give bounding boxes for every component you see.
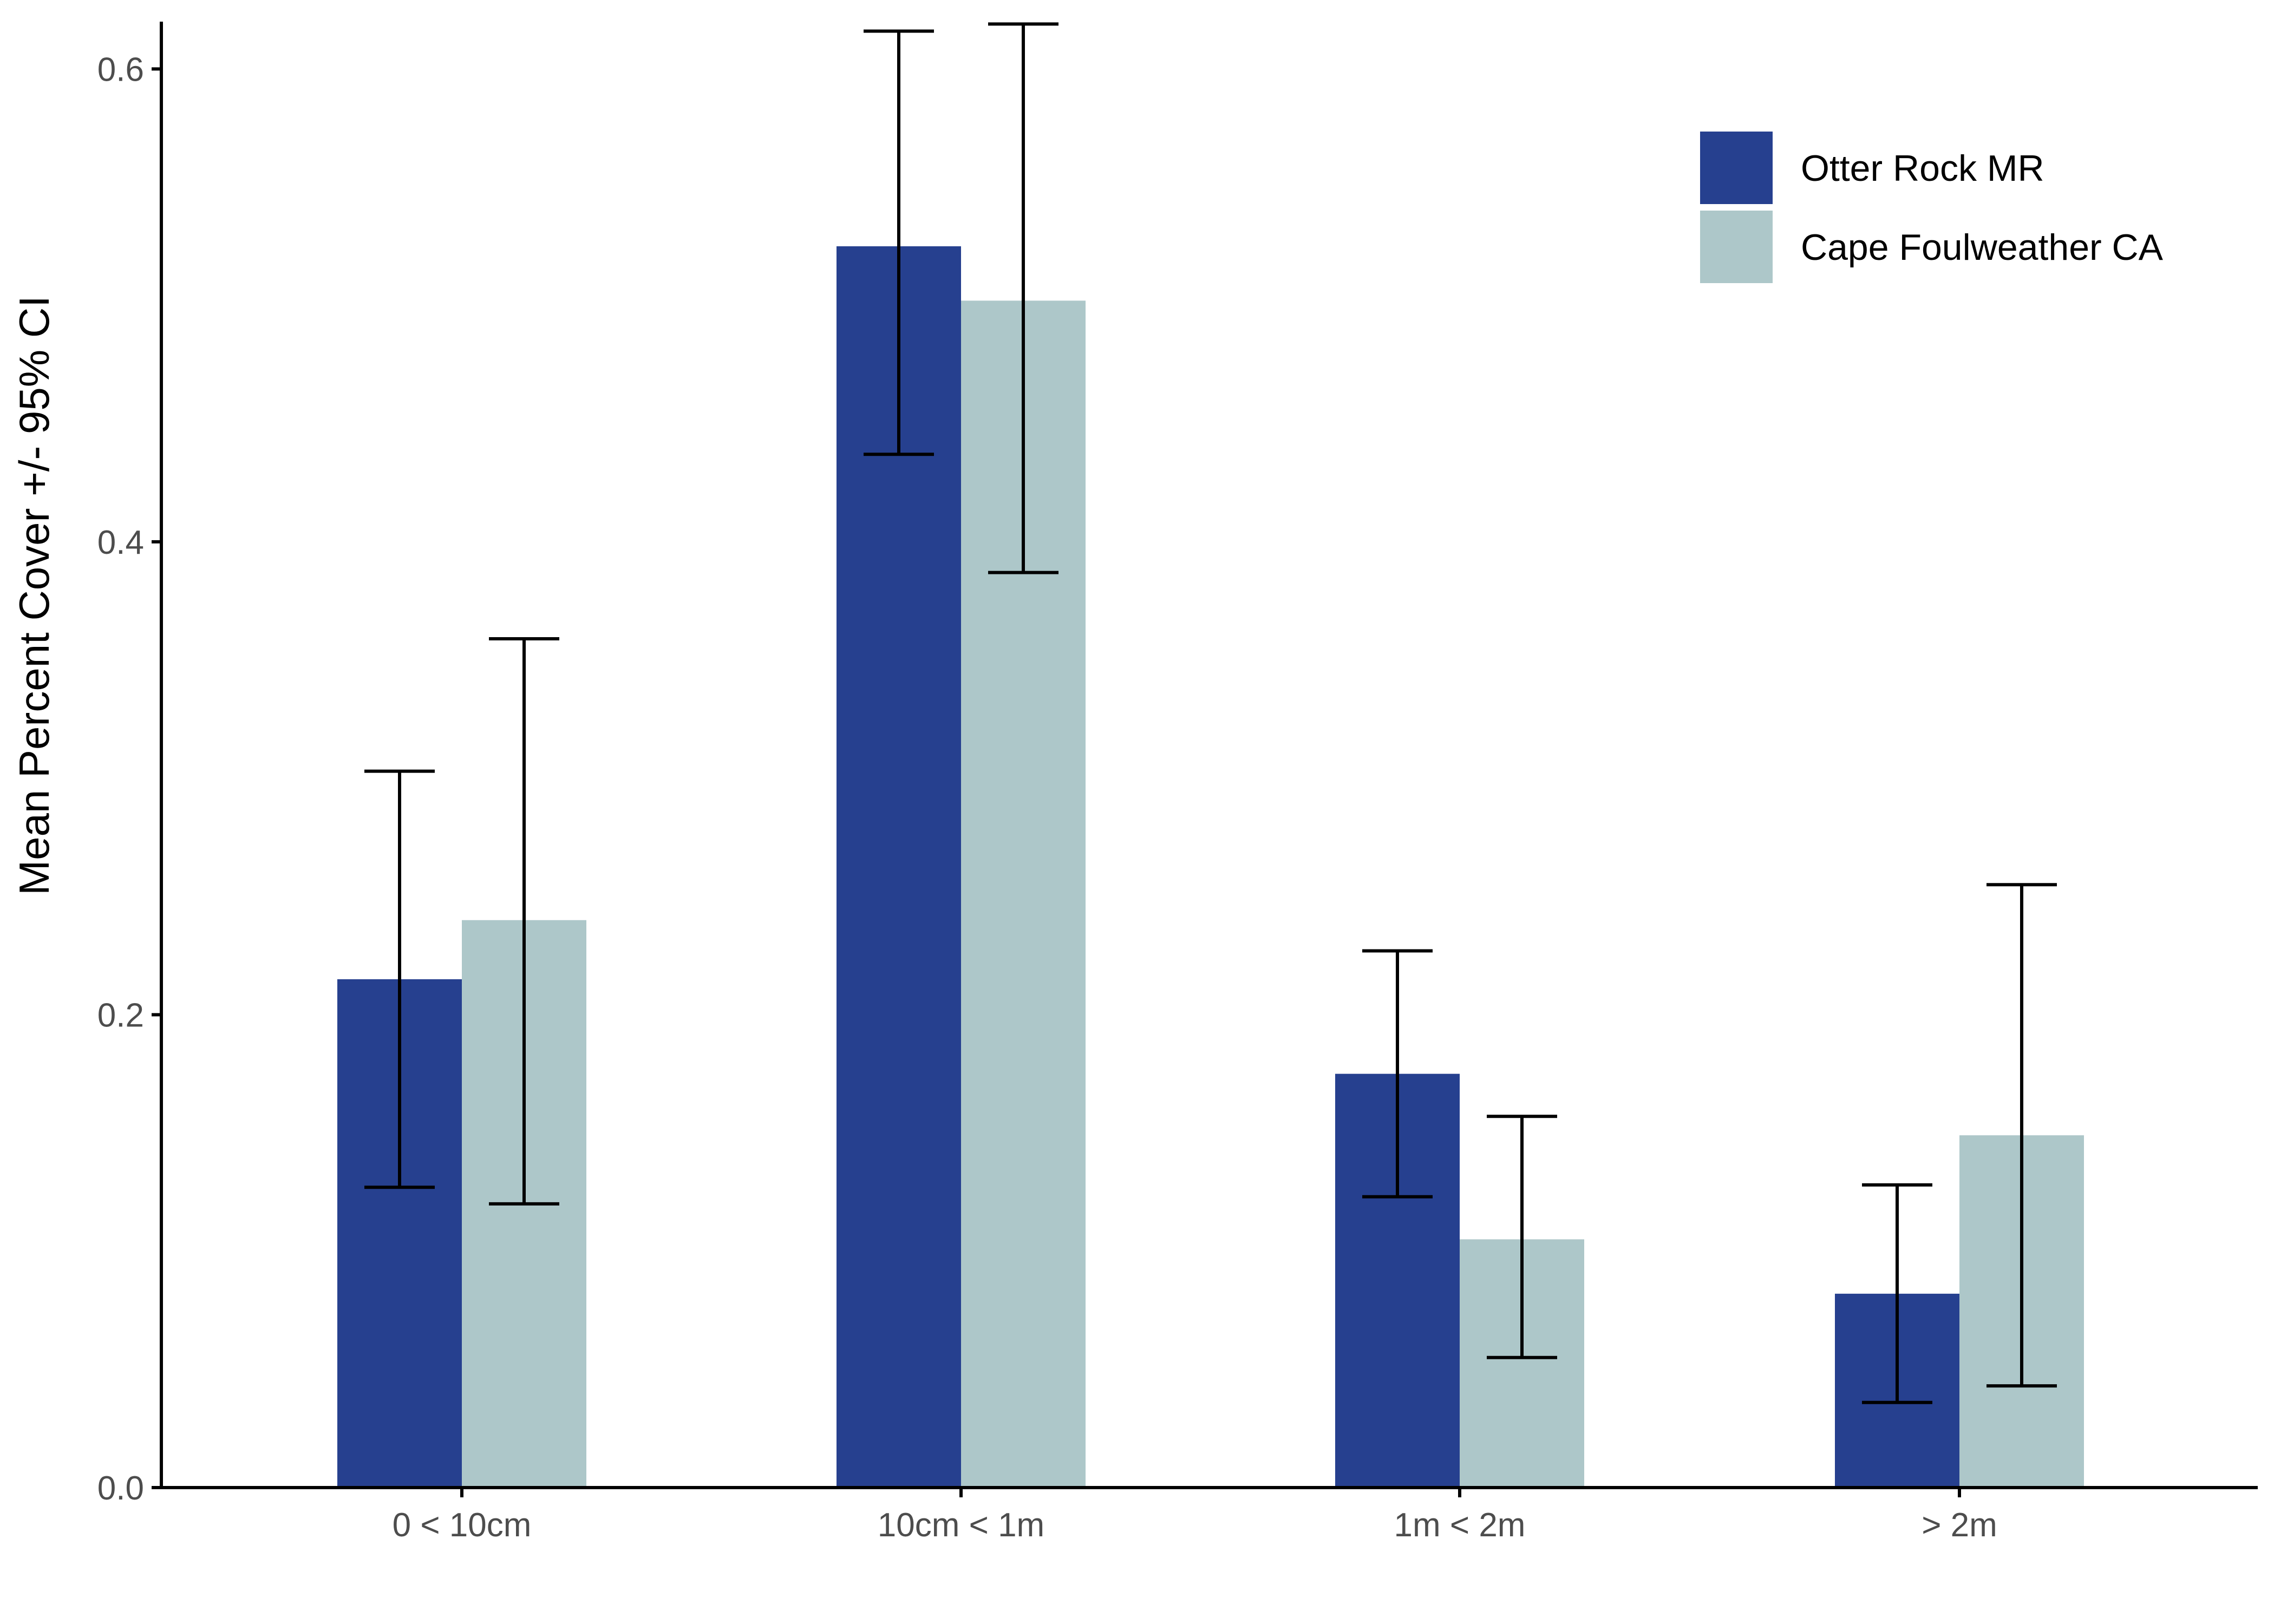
x-tick-label: > 2m [1922,1507,1997,1544]
error-bar-otter-rock-1 [864,29,934,456]
legend-label-otter-rock: Otter Rock MR [1801,148,2044,189]
y-tick-label: 0.4 [97,524,144,561]
error-bar-otter-rock-0 [364,769,435,1189]
x-axis: 0 < 10cm 10cm < 1m 1m < 2m > 2m [160,1486,2258,1544]
error-bar-cape-foulweather-3 [1987,883,2057,1388]
y-tick-label: 0.0 [97,1470,144,1507]
y-tick-label: 0.6 [97,51,144,88]
error-bar-cape-foulweather-2 [1487,1115,1557,1359]
legend-label-cape-foulweather: Cape Foulweather CA [1801,227,2164,268]
legend-key-otter-rock [1700,132,1773,204]
y-tick-label: 0.2 [97,997,144,1034]
plot-area [337,22,2084,1488]
error-bar-otter-rock-2 [1362,949,1433,1199]
error-bar-otter-rock-3 [1862,1183,1932,1404]
error-bar-cape-foulweather-0 [489,637,559,1206]
y-axis: 0.0 0.2 0.4 0.6 [97,22,163,1507]
x-tick-label: 10cm < 1m [878,1507,1044,1544]
x-tick-label: 1m < 2m [1394,1507,1526,1544]
legend-key-cape-foulweather [1700,211,1773,283]
error-bar-cape-foulweather-1 [988,22,1058,574]
x-tick-label: 0 < 10cm [393,1507,532,1544]
legend: Otter Rock MR Cape Foulweather CA [1700,132,2164,283]
y-axis-title: Mean Percent Cover +/- 95% CI [10,296,58,895]
